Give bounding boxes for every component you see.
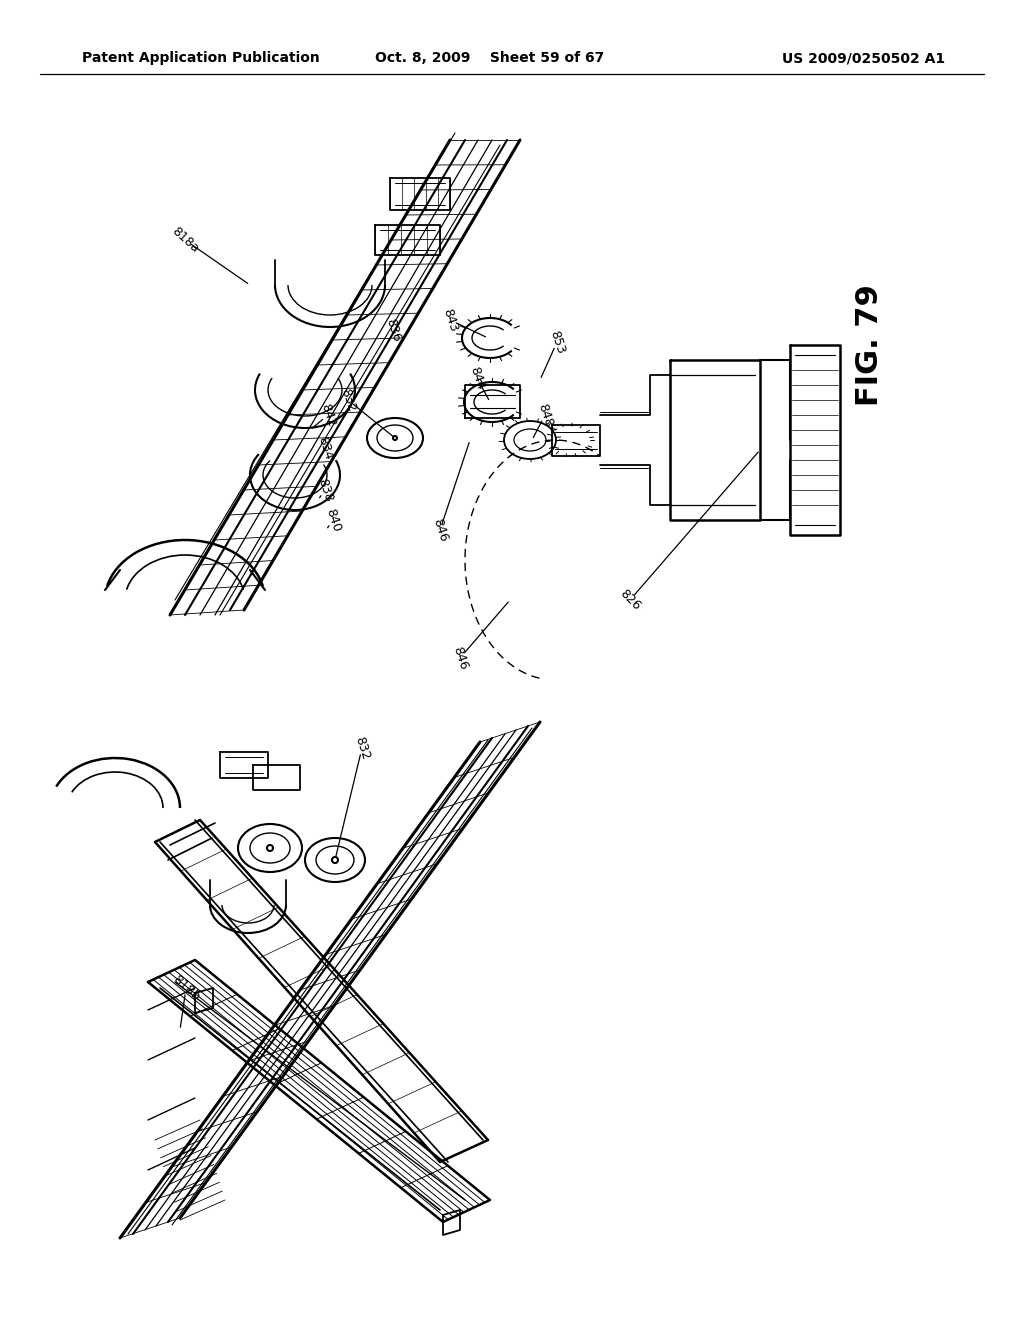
Text: 836: 836 <box>383 317 402 343</box>
Text: 844: 844 <box>467 364 486 391</box>
Text: FIG. 79: FIG. 79 <box>855 284 885 407</box>
Text: 826: 826 <box>617 587 643 612</box>
Text: 848: 848 <box>536 401 555 429</box>
Text: 838: 838 <box>315 477 335 503</box>
Text: 832: 832 <box>352 735 372 762</box>
Text: US 2009/0250502 A1: US 2009/0250502 A1 <box>782 51 945 65</box>
Text: 832: 832 <box>338 387 357 413</box>
Text: 853: 853 <box>547 329 567 355</box>
Text: 818a: 818a <box>169 224 201 255</box>
Text: 840: 840 <box>324 507 343 533</box>
Text: Oct. 8, 2009    Sheet 59 of 67: Oct. 8, 2009 Sheet 59 of 67 <box>376 51 604 65</box>
Text: 846: 846 <box>430 516 450 544</box>
Text: 846: 846 <box>451 644 470 672</box>
Text: 818b: 818b <box>170 973 202 1003</box>
Text: 842: 842 <box>318 401 338 428</box>
Text: 834: 834 <box>315 434 335 461</box>
Text: 843: 843 <box>440 306 460 334</box>
Text: Patent Application Publication: Patent Application Publication <box>82 51 319 65</box>
